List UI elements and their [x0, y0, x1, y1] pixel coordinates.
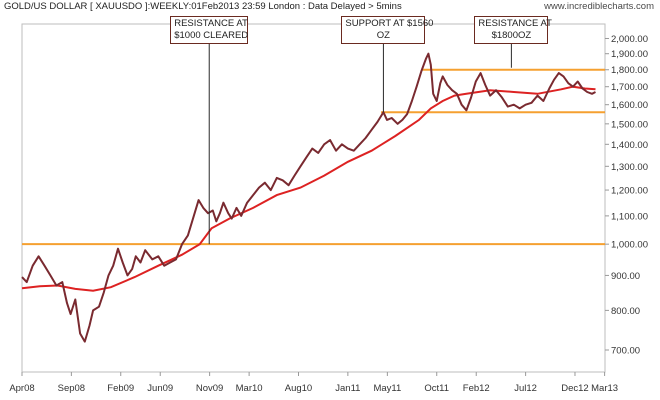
annotation-line: SUPPORT AT $1560 — [345, 18, 434, 29]
y-tick-label: 1,300.00 — [611, 162, 648, 173]
annotation-line: RESISTANCE AT — [174, 18, 248, 29]
y-tick-label: 1,100.00 — [611, 211, 648, 222]
x-tick-label: Dec12 — [561, 383, 588, 394]
annotation-line: OZ — [376, 30, 390, 41]
site-watermark: www.incrediblecharts.com — [544, 1, 654, 12]
y-tick-label: 1,700.00 — [611, 82, 648, 93]
x-tick-label: Sep08 — [58, 383, 85, 394]
x-tick-label: Jul12 — [514, 383, 537, 394]
y-tick-label: 1,400.00 — [611, 140, 648, 151]
y-tick-label: 700.00 — [611, 346, 640, 357]
x-tick-label: Aug10 — [285, 383, 312, 394]
x-tick-label: Apr08 — [9, 383, 34, 394]
gold-price-line — [21, 52, 596, 343]
y-tick-label: 2,000.00 — [611, 34, 648, 45]
y-tick-label: 1,900.00 — [611, 49, 648, 60]
x-tick-label: Mar10 — [236, 383, 263, 394]
x-tick-label: Jan11 — [335, 383, 360, 394]
annotation-line: $1000 CLEARED — [174, 30, 249, 41]
y-tick-label: 1,000.00 — [611, 240, 648, 251]
annotation-line: RESISTANCE AT — [478, 18, 552, 29]
y-tick-label: 1,600.00 — [611, 100, 648, 111]
x-tick-label: Nov09 — [196, 383, 223, 394]
y-tick-label: 1,200.00 — [611, 186, 648, 197]
chart-title: GOLD/US DOLLAR [ XAUUSDO ]:WEEKLY:01Feb2… — [4, 1, 402, 12]
x-tick-label: Oct11 — [424, 383, 449, 394]
y-tick-label: 1,500.00 — [611, 119, 648, 130]
annotation-resistance-1800: RESISTANCE AT $1800OZ — [474, 16, 552, 44]
y-tick-label: 800.00 — [611, 306, 640, 317]
annotation-line: $1800OZ — [491, 30, 532, 41]
x-tick-label: Mar13 — [591, 383, 618, 394]
y-tick-label: 900.00 — [611, 271, 640, 282]
annotation-support-1560: SUPPORT AT $1560 OZ — [341, 16, 434, 44]
annotation-resistance-1000: RESISTANCE AT $1000 CLEARED — [170, 16, 249, 44]
x-tick-label: Feb12 — [463, 383, 490, 394]
x-tick-label: Feb09 — [107, 383, 134, 394]
plot-frame — [21, 23, 606, 373]
x-tick-label: May11 — [373, 383, 401, 394]
moving-average-line — [21, 85, 596, 292]
y-tick-label: 1,800.00 — [611, 65, 648, 76]
x-tick-label: Jun09 — [147, 383, 173, 394]
